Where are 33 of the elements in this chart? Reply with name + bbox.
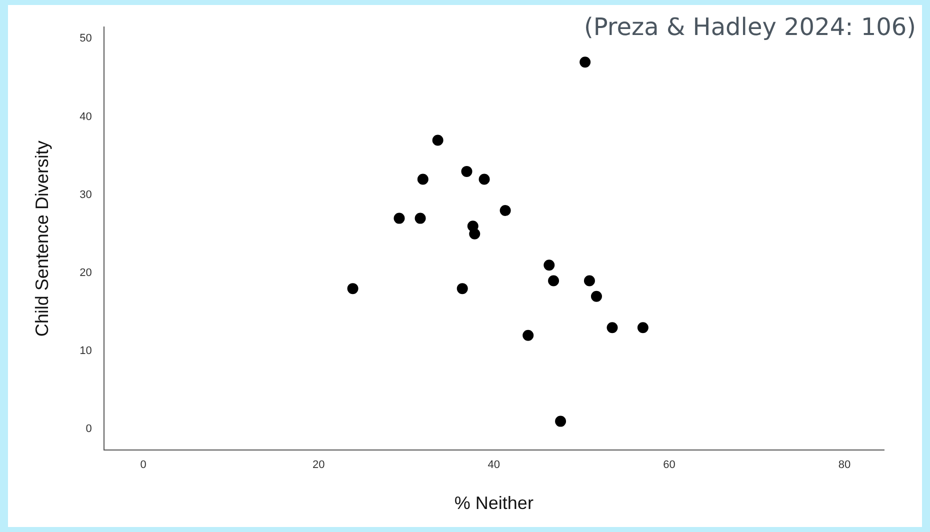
y-tick-label: 40	[80, 110, 92, 123]
point	[580, 56, 591, 68]
y-tick-label: 50	[80, 32, 92, 45]
x-tick-label: 60	[663, 458, 676, 471]
y-tick-label: 20	[80, 266, 92, 279]
point	[548, 275, 560, 286]
x-tick-label: 0	[140, 458, 146, 471]
y-tick-label: 10	[80, 345, 92, 358]
point	[461, 166, 472, 177]
point	[478, 174, 490, 185]
y-axis-title: Child Sentence Diversity	[32, 140, 52, 337]
x-tick-label: 40	[488, 458, 500, 471]
point	[584, 275, 595, 286]
point	[544, 260, 555, 271]
point	[417, 174, 428, 185]
point	[590, 290, 602, 302]
annotation: (Preza & Hadley 2024: 106)	[584, 13, 916, 41]
point	[456, 283, 468, 294]
y-tick-label: 30	[80, 188, 92, 201]
point	[522, 330, 534, 341]
point	[432, 134, 444, 146]
x-tick-label: 80	[838, 458, 851, 471]
point	[469, 228, 480, 240]
point	[347, 283, 358, 294]
x-tick-label: 20	[312, 458, 325, 471]
point	[500, 204, 511, 216]
point	[414, 212, 426, 224]
point	[606, 322, 618, 334]
point	[637, 322, 648, 334]
point	[394, 212, 405, 224]
x-axis-title: % Neither	[454, 493, 534, 514]
y-tick-label: 0	[86, 423, 92, 436]
point	[555, 416, 566, 427]
